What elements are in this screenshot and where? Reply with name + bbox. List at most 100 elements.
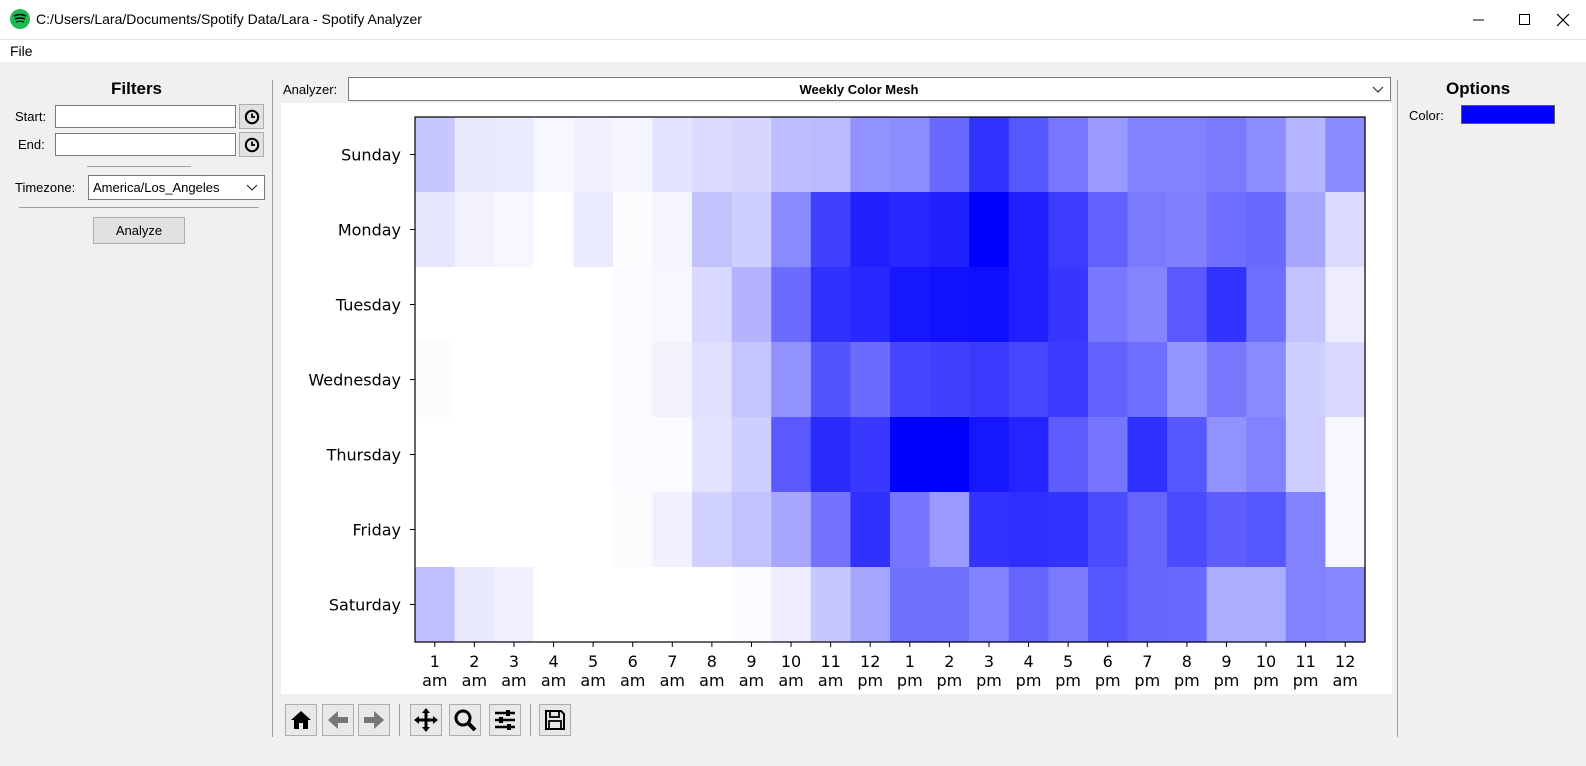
heatmap-cell: [1048, 342, 1089, 418]
x-tick-label: 10 pm: [1253, 652, 1279, 690]
heatmap-cell: [415, 192, 456, 268]
end-clock-button[interactable]: [239, 132, 264, 157]
heatmap-cell: [652, 192, 693, 268]
x-tick-label: 7 am: [660, 652, 685, 690]
heatmap-cell: [1325, 417, 1366, 493]
heatmap-cell: [969, 492, 1010, 568]
start-input[interactable]: [55, 105, 236, 128]
y-tick-label: Tuesday: [335, 296, 401, 315]
heatmap-cell: [890, 492, 931, 568]
configure-button[interactable]: [489, 704, 521, 736]
x-tick-label: 2 pm: [937, 652, 963, 690]
heatmap-cell: [652, 342, 693, 418]
home-icon: [291, 711, 311, 729]
heatmap-cell: [1285, 192, 1327, 268]
close-button[interactable]: [1540, 0, 1586, 39]
heatmap-cell: [1206, 267, 1247, 343]
heatmap-cell: [1246, 192, 1287, 268]
heatmap-cell: [1087, 117, 1129, 193]
heatmap-cell: [731, 492, 772, 568]
heatmap-cell: [1087, 417, 1129, 493]
heatmap-cell: [1167, 492, 1208, 568]
heatmap-cell: [969, 192, 1010, 268]
x-tick-label: 12 am: [1333, 652, 1358, 690]
plot-area: Sunday Monday Tuesday Wednesday Thursday Frid…: [281, 103, 1392, 694]
heatmap-cell: [652, 267, 693, 343]
heatmap-cell: [415, 492, 456, 568]
heatmap-cell: [810, 117, 852, 193]
window-title: C:/Users/Lara/Documents/Spotify Data/Lar…: [36, 11, 422, 27]
analyzer-select[interactable]: Weekly Color Mesh: [348, 77, 1391, 101]
heatmap-cell: [533, 117, 574, 193]
heatmap-cell: [1206, 567, 1247, 643]
heatmap-cell: [652, 492, 693, 568]
heatmap-cell: [1087, 492, 1129, 568]
save-icon: [545, 710, 565, 730]
heatmap-cell: [810, 192, 852, 268]
x-tick-label: 2 am: [462, 652, 487, 690]
start-clock-button[interactable]: [239, 104, 264, 129]
heatmap-cell: [929, 567, 970, 643]
heatmap-cell: [1246, 117, 1287, 193]
timezone-select[interactable]: America/Los_Angeles: [88, 175, 265, 200]
x-tick-label: 9 pm: [1214, 652, 1240, 690]
heatmap-cell: [612, 117, 654, 193]
heatmap-cell: [692, 567, 733, 643]
heatmap-cell: [1206, 492, 1247, 568]
x-tick-label: 5 am: [580, 652, 605, 690]
file-menu[interactable]: File: [10, 43, 33, 59]
pan-button[interactable]: [410, 704, 442, 736]
home-button[interactable]: [285, 704, 317, 736]
heatmap-cell: [415, 117, 456, 193]
heatmap-cell: [890, 417, 931, 493]
heatmap-cell: [1008, 417, 1049, 493]
heatmap-cell: [494, 492, 535, 568]
heatmap-cell: [652, 567, 693, 643]
heatmap-cell: [771, 567, 812, 643]
heatmap-chart[interactable]: Sunday Monday Tuesday Wednesday Thursday Frid…: [281, 103, 1392, 694]
heatmap-cell: [533, 342, 574, 418]
color-label: Color:: [1409, 108, 1444, 123]
heatmap-cell: [454, 492, 495, 568]
heatmap-cell: [731, 567, 772, 643]
heatmap-cell: [1048, 567, 1089, 643]
heatmap-cell: [810, 267, 852, 343]
heatmap-cell: [692, 267, 733, 343]
end-input[interactable]: [55, 133, 236, 156]
x-tick-label: 3 am: [501, 652, 526, 690]
heatmap-cell: [890, 192, 931, 268]
heatmap-cell: [454, 192, 495, 268]
heatmap-cell: [1246, 342, 1287, 418]
y-tick-label: Monday: [338, 221, 401, 240]
heatmap-cell: [1285, 417, 1327, 493]
color-swatch-button[interactable]: [1461, 105, 1555, 124]
zoom-button[interactable]: [449, 704, 481, 736]
analyzer-value: Weekly Color Mesh: [799, 82, 919, 97]
heatmap-cell: [1167, 342, 1208, 418]
heatmap-cell: [1008, 192, 1049, 268]
back-button[interactable]: [322, 704, 354, 736]
minimize-button[interactable]: [1456, 0, 1502, 39]
save-button[interactable]: [539, 704, 571, 736]
heatmap-cell: [731, 117, 772, 193]
heatmap-cell: [692, 192, 733, 268]
heatmap-cell: [573, 267, 614, 343]
heatmap-cell: [850, 192, 891, 268]
heatmap-cell: [731, 267, 772, 343]
heatmap-cell: [850, 492, 891, 568]
heatmap-cell: [1048, 192, 1089, 268]
x-tick-label: 4 am: [541, 652, 566, 690]
heatmap-cell: [850, 567, 891, 643]
zoom-icon: [454, 709, 477, 732]
forward-button[interactable]: [358, 704, 390, 736]
back-icon: [328, 711, 348, 729]
analyze-button[interactable]: Analyze: [93, 217, 185, 244]
close-icon: [1556, 13, 1570, 26]
heatmap-cell: [533, 417, 574, 493]
heatmap-cell: [1167, 417, 1208, 493]
heatmap-cell: [850, 117, 891, 193]
heatmap-cell: [573, 117, 614, 193]
x-tick-label: 1 pm: [897, 652, 923, 690]
minimize-icon: [1473, 19, 1484, 20]
maximize-button[interactable]: [1502, 0, 1548, 39]
